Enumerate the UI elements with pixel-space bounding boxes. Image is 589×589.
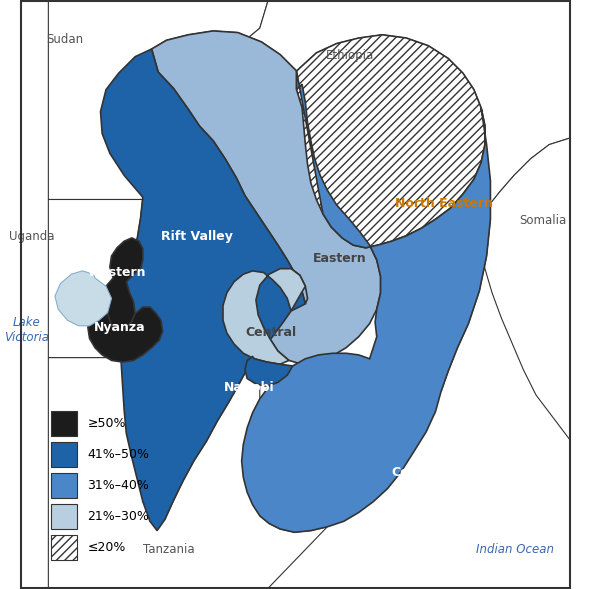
Polygon shape [55, 271, 111, 326]
Text: Western: Western [88, 266, 146, 279]
Text: Nyanza: Nyanza [94, 321, 145, 334]
Text: Ethiopia: Ethiopia [326, 49, 375, 62]
Polygon shape [101, 49, 305, 531]
Polygon shape [151, 1, 570, 300]
Polygon shape [297, 35, 485, 248]
FancyBboxPatch shape [51, 411, 78, 435]
Polygon shape [48, 197, 151, 358]
Text: Nairobi: Nairobi [223, 381, 274, 395]
Text: Central: Central [245, 326, 296, 339]
Text: Coast: Coast [391, 466, 431, 479]
Polygon shape [151, 31, 380, 364]
Polygon shape [245, 356, 293, 386]
FancyBboxPatch shape [51, 504, 78, 529]
Text: Eastern: Eastern [313, 252, 366, 265]
Text: Tanzania: Tanzania [143, 544, 195, 557]
Polygon shape [48, 351, 327, 588]
Polygon shape [437, 1, 570, 440]
Text: Somalia: Somalia [519, 214, 566, 227]
FancyBboxPatch shape [51, 535, 78, 560]
Text: Indian Ocean: Indian Ocean [476, 544, 554, 557]
Text: 21%–30%: 21%–30% [87, 510, 149, 523]
Text: 31%–40%: 31%–40% [87, 479, 149, 492]
Polygon shape [98, 238, 143, 330]
Text: Rift Valley: Rift Valley [161, 230, 233, 243]
Polygon shape [223, 269, 305, 364]
Text: Uganda: Uganda [9, 230, 55, 243]
FancyBboxPatch shape [51, 473, 78, 498]
Text: 41%–50%: 41%–50% [87, 448, 150, 461]
Polygon shape [48, 1, 268, 200]
Text: North Eastern: North Eastern [395, 197, 492, 210]
Text: ≤20%: ≤20% [87, 541, 125, 554]
Polygon shape [241, 71, 491, 532]
Text: Sudan: Sudan [47, 32, 84, 45]
Text: Lake
Victoria: Lake Victoria [4, 316, 49, 344]
FancyBboxPatch shape [51, 442, 78, 466]
Polygon shape [88, 304, 163, 362]
Text: ≥50%: ≥50% [87, 416, 126, 430]
